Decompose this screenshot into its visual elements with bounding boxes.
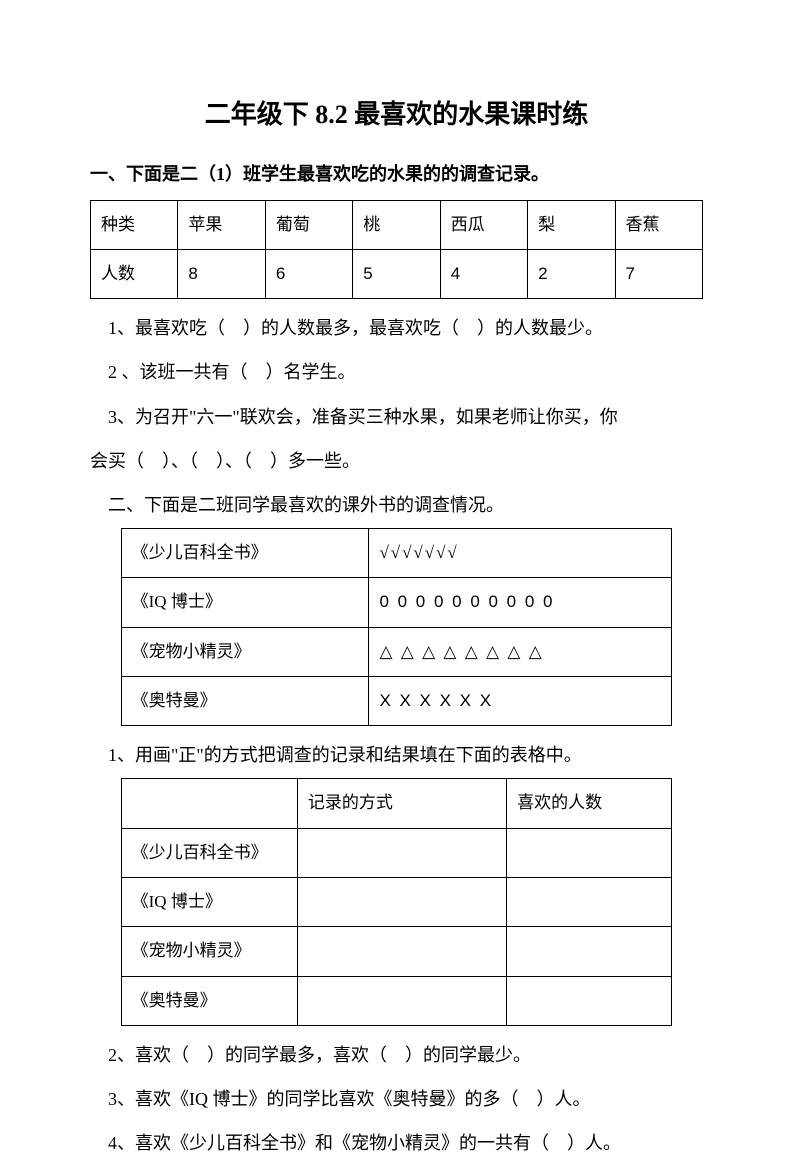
book-marks-cell: △ △ △ △ △ △ △ △ xyxy=(369,627,672,676)
record-empty-cell xyxy=(297,878,506,927)
section2-heading: 二、下面是二班同学最喜欢的课外书的调查情况。 xyxy=(90,488,703,522)
fruits-table: 种类 苹果 葡萄 桃 西瓜 梨 香蕉 人数 8 6 5 4 2 7 xyxy=(90,200,703,300)
section1-heading: 一、下面是二（1）班学生最喜欢吃的水果的的调查记录。 xyxy=(90,157,703,191)
table-row: 《宠物小精灵》 xyxy=(121,927,672,976)
record-empty-cell xyxy=(297,927,506,976)
fruits-value-cell: 8 xyxy=(178,249,265,298)
fruits-header-cell: 种类 xyxy=(91,200,178,249)
record-header-cell: 记录的方式 xyxy=(297,779,506,828)
book-marks-cell: X X X X X X xyxy=(369,677,672,726)
book-name-cell: 《奥特曼》 xyxy=(121,677,369,726)
table-row: 《IQ 博士》 xyxy=(121,878,672,927)
record-header-cell: 喜欢的人数 xyxy=(507,779,672,828)
table-row: 记录的方式 喜欢的人数 xyxy=(121,779,672,828)
table-row: 《IQ 博士》 0 0 0 0 0 0 0 0 0 0 xyxy=(121,578,672,627)
fruits-header-cell: 梨 xyxy=(528,200,615,249)
book-name-cell: 《少儿百科全书》 xyxy=(121,529,369,578)
page-title: 二年级下 8.2 最喜欢的水果课时练 xyxy=(90,90,703,139)
record-empty-cell xyxy=(507,927,672,976)
table-row: 《宠物小精灵》 △ △ △ △ △ △ △ △ xyxy=(121,627,672,676)
table-row: 《奥特曼》 X X X X X X xyxy=(121,677,672,726)
table-row: 《少儿百科全书》 xyxy=(121,828,672,877)
section2-q2: 2、喜欢（ ）的同学最多，喜欢（ ）的同学最少。 xyxy=(90,1038,703,1072)
fruits-value-cell: 6 xyxy=(265,249,352,298)
fruits-value-cell: 5 xyxy=(353,249,440,298)
book-name-cell: 《宠物小精灵》 xyxy=(121,627,369,676)
section2-q3: 3、喜欢《IQ 博士》的同学比喜欢《奥特曼》的多（ ）人。 xyxy=(90,1082,703,1116)
record-table: 记录的方式 喜欢的人数 《少儿百科全书》 《IQ 博士》 《宠物小精灵》 《奥特… xyxy=(121,778,673,1025)
record-book-cell: 《奥特曼》 xyxy=(121,976,297,1025)
fruits-value-cell: 4 xyxy=(440,249,527,298)
record-book-cell: 《少儿百科全书》 xyxy=(121,828,297,877)
section1-q2: 2 、该班一共有（ ）名学生。 xyxy=(90,355,703,389)
fruits-header-cell: 西瓜 xyxy=(440,200,527,249)
section1-q3b: 会买（ ）、（ ）、（ ）多一些。 xyxy=(90,444,703,478)
record-empty-cell xyxy=(297,828,506,877)
fruits-header-cell: 葡萄 xyxy=(265,200,352,249)
record-empty-cell xyxy=(507,828,672,877)
fruits-header-cell: 桃 xyxy=(353,200,440,249)
table-row: 人数 8 6 5 4 2 7 xyxy=(91,249,703,298)
section2-q1: 1、用画"正"的方式把调查的记录和结果填在下面的表格中。 xyxy=(90,738,703,772)
record-book-cell: 《宠物小精灵》 xyxy=(121,927,297,976)
table-row: 《奥特曼》 xyxy=(121,976,672,1025)
record-empty-cell xyxy=(297,976,506,1025)
fruits-row-label: 人数 xyxy=(91,249,178,298)
book-name-cell: 《IQ 博士》 xyxy=(121,578,369,627)
record-header-cell xyxy=(121,779,297,828)
record-book-cell: 《IQ 博士》 xyxy=(121,878,297,927)
section1-q3a: 3、为召开"六一"联欢会，准备买三种水果，如果老师让你买，你 xyxy=(90,400,703,434)
fruits-value-cell: 2 xyxy=(528,249,615,298)
book-marks-cell: √√√√√√√ xyxy=(369,529,672,578)
section2-q4: 4、喜欢《少儿百科全书》和《宠物小精灵》的一共有（ ）人。 xyxy=(90,1126,703,1160)
books-table: 《少儿百科全书》 √√√√√√√ 《IQ 博士》 0 0 0 0 0 0 0 0… xyxy=(121,528,673,726)
fruits-header-cell: 香蕉 xyxy=(615,200,702,249)
section1-q1: 1、最喜欢吃（ ）的人数最多，最喜欢吃（ ）的人数最少。 xyxy=(90,311,703,345)
book-marks-cell: 0 0 0 0 0 0 0 0 0 0 xyxy=(369,578,672,627)
table-row: 《少儿百科全书》 √√√√√√√ xyxy=(121,529,672,578)
record-empty-cell xyxy=(507,976,672,1025)
fruits-header-cell: 苹果 xyxy=(178,200,265,249)
record-empty-cell xyxy=(507,878,672,927)
fruits-value-cell: 7 xyxy=(615,249,702,298)
table-row: 种类 苹果 葡萄 桃 西瓜 梨 香蕉 xyxy=(91,200,703,249)
